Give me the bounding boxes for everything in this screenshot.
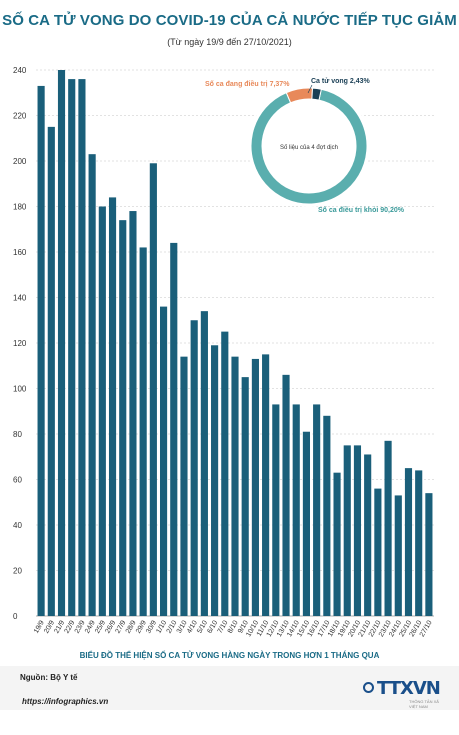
y-tick-label: 220 [13,112,27,121]
bar [282,374,290,616]
bar [333,472,341,616]
donut-background [248,85,370,207]
website-link[interactable]: https://infographics.vn [22,697,109,706]
bar [149,163,157,616]
donut-center-label: Số liệu của 4 đợt dịch [280,144,338,151]
y-tick-label: 100 [13,385,27,394]
bar [129,211,137,617]
bar [394,495,402,616]
footer-band [0,666,459,710]
y-tick-label: 140 [13,294,27,303]
y-tick-label: 200 [13,157,27,166]
bar [241,377,249,616]
pie-slice [250,88,368,205]
bar [170,242,178,616]
bar [159,306,168,616]
bar [200,311,208,616]
y-tick-label: 240 [13,66,27,75]
bar [139,247,147,616]
slice-label: Số ca đang điều trị 7,37% [205,79,290,88]
bar [343,445,351,616]
bar [384,440,392,616]
slice-label: Số ca điều trị khỏi 90,20% [318,205,405,214]
bar [374,488,382,616]
bar [415,470,423,616]
y-tick-label: 20 [13,567,22,576]
bar [98,206,106,616]
source-text: Nguồn: Bộ Y tế [20,673,78,682]
bar [180,356,188,616]
bar [190,320,198,616]
bar [78,79,86,617]
bar [313,404,321,616]
bar [231,356,239,616]
bar [262,354,270,616]
slice-label: Ca tử vong 2,43% [311,78,371,85]
bar [353,445,362,616]
bar [364,454,372,616]
y-tick-label: 60 [13,476,22,485]
y-tick-label: 80 [13,430,22,439]
bar [302,431,311,616]
y-tick-label: 160 [13,248,27,257]
bar [211,345,219,616]
bar [323,415,331,616]
copyright-icon [363,682,374,693]
deaths-bar-chart: 02040608010012014016018020022024019/920/… [13,66,434,638]
bar [272,404,280,616]
y-tick-label: 40 [13,521,22,530]
chart-caption: BIỂU ĐỒ THỂ HIỆN SỐ CA TỬ VONG HÀNG NGÀY… [79,651,380,660]
bar [404,468,413,616]
ttxvn-logo: TTXVN THÔNG TẤN XÃ VIỆT NAM [363,678,443,709]
page-title: SỐ CA TỬ VONG DO COVID-19 CỦA CẢ NƯỚC TI… [2,12,457,29]
bar [68,79,76,617]
y-tick-label: 120 [13,339,27,348]
page-subtitle: (Từ ngày 19/9 đến 27/10/2021) [167,37,292,47]
bar [37,85,45,617]
y-tick-label: 180 [13,203,27,212]
bar [108,197,117,616]
bar [57,70,66,616]
logo-text: TTXVN [377,678,441,699]
bar [251,358,259,616]
pie-slice [311,87,322,101]
bar [292,404,300,616]
bar [425,493,433,616]
slice-leader-line [307,84,313,94]
bar [47,126,55,616]
logo-subtext: THÔNG TẤN XÃ VIỆT NAM [409,699,439,709]
y-tick-label: 0 [13,612,18,621]
bar [88,154,96,617]
bar [119,220,127,616]
bar [221,331,229,616]
